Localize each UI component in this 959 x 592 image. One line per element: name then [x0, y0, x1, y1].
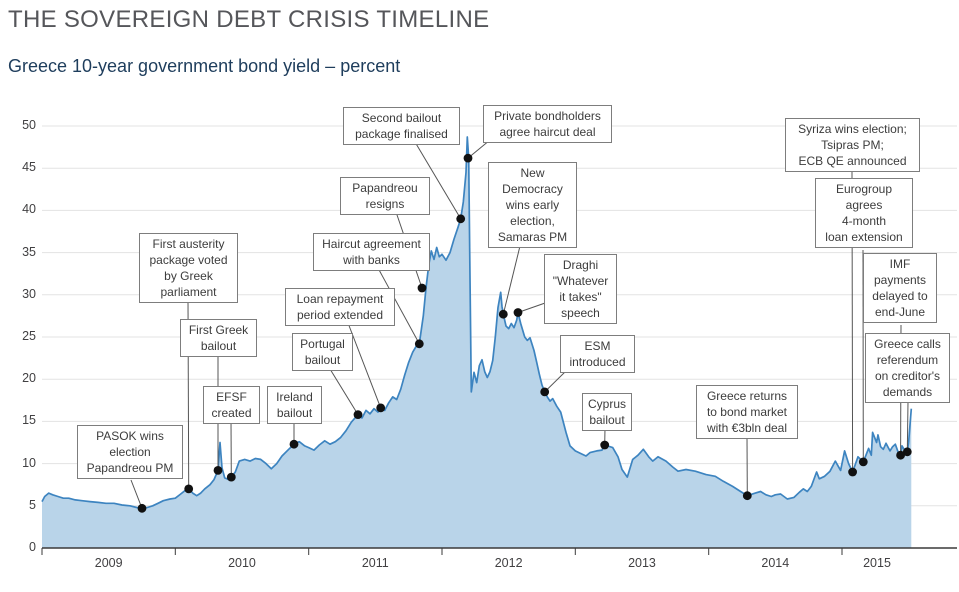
yield-area-fill — [42, 137, 912, 548]
yield-line — [41, 136, 913, 510]
callout-connector-line — [130, 479, 143, 509]
callout-connector-line — [377, 267, 420, 345]
callout-connector-line — [414, 141, 462, 220]
callout-connector-line — [347, 322, 382, 409]
callout-connector-line — [187, 299, 190, 489]
event-marker-dot — [414, 339, 424, 349]
event-marker-dot — [498, 309, 508, 319]
callout-connector-line — [851, 169, 854, 473]
event-marker-dot — [353, 410, 363, 419]
callout-connector-line — [517, 301, 549, 313]
event-marker-dot — [376, 403, 386, 413]
callout-connector-line — [502, 245, 521, 315]
callout-connector-line — [544, 369, 568, 393]
callout-connector-line — [395, 211, 423, 289]
event-marker-dot — [742, 491, 752, 501]
chart-subtitle: Greece 10-year government bond yield – p… — [8, 56, 401, 76]
callout-connector-line — [467, 139, 491, 159]
event-marker-dot — [184, 484, 194, 494]
callout-connector-line — [906, 401, 909, 452]
event-marker-dot — [896, 450, 905, 460]
event-marker-dot — [137, 503, 147, 513]
event-marker-dot — [463, 153, 473, 163]
event-marker-dot — [600, 440, 610, 450]
callout-connector-line — [329, 368, 359, 415]
event-marker-dot — [456, 214, 466, 224]
event-marker-dot — [417, 283, 427, 293]
event-marker-dot — [902, 447, 912, 457]
event-marker-dot — [858, 457, 868, 467]
event-marker-dot — [289, 439, 299, 449]
page-title: THE SOVEREIGN DEBT CRISIS TIMELINE — [8, 6, 490, 33]
event-marker-dot — [540, 387, 550, 397]
event-marker-dot — [226, 472, 236, 482]
event-marker-dot — [848, 467, 857, 477]
event-marker-dot — [213, 466, 223, 475]
event-marker-dot — [513, 308, 523, 317]
